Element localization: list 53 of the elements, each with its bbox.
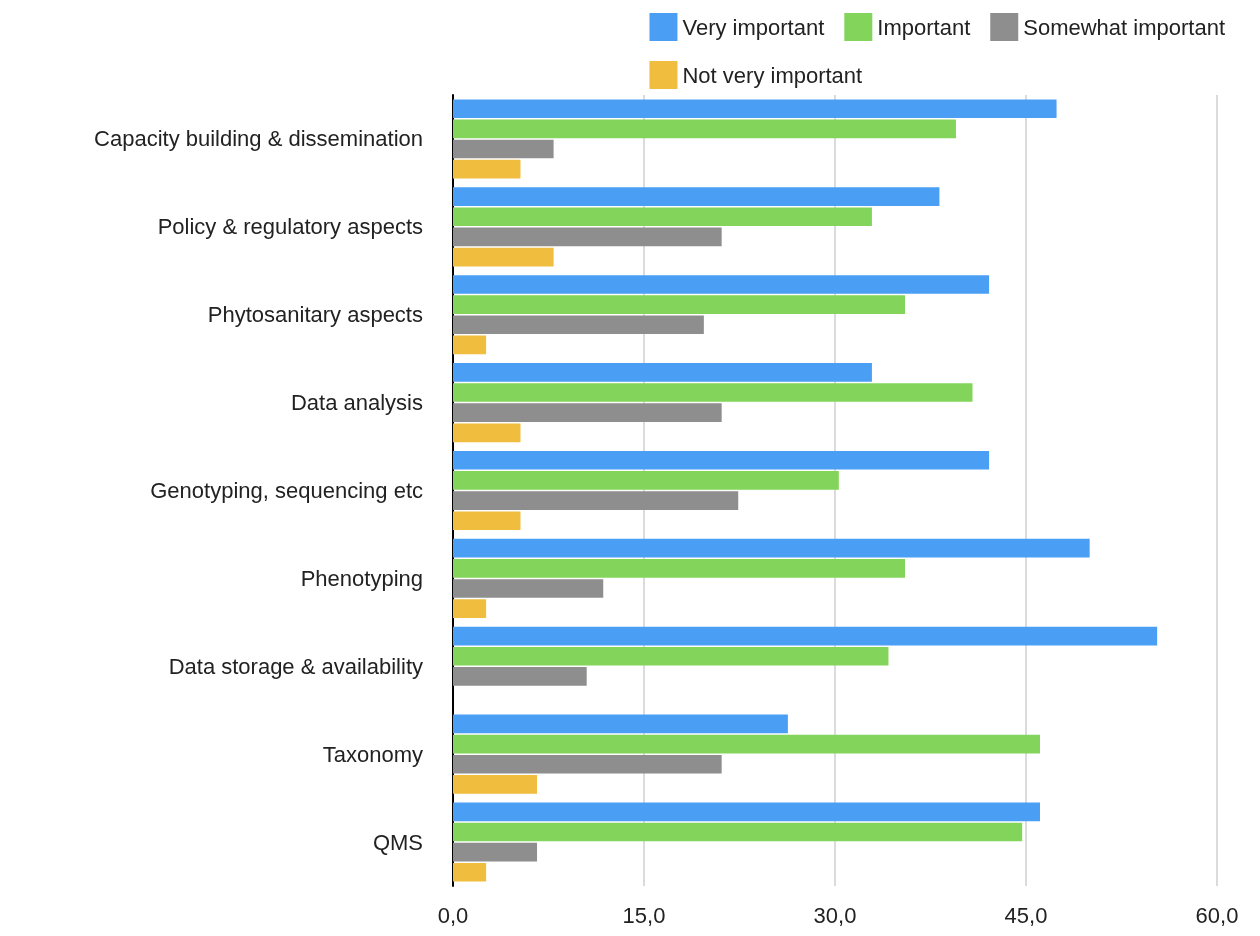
y-tick-label: Taxonomy bbox=[322, 741, 423, 767]
x-tick-label: 15,0 bbox=[622, 902, 666, 928]
bar bbox=[453, 626, 1158, 646]
y-tick-label: QMS bbox=[372, 829, 423, 855]
legend-label: Very important bbox=[682, 14, 825, 40]
bar bbox=[453, 403, 722, 423]
y-tick-label: Genotyping, sequencing etc bbox=[150, 478, 423, 503]
bar bbox=[453, 599, 487, 618]
bar bbox=[453, 775, 538, 794]
bar bbox=[453, 383, 973, 402]
x-tick-label: 0,0 bbox=[437, 902, 469, 928]
bar bbox=[453, 275, 990, 294]
bar bbox=[453, 558, 906, 578]
x-tick-label: 60,0 bbox=[1195, 902, 1239, 928]
bar bbox=[453, 207, 872, 227]
bar bbox=[453, 842, 538, 862]
legend-label: Not very important bbox=[682, 62, 863, 88]
y-tick-label: Data analysis bbox=[290, 390, 423, 416]
bar bbox=[453, 423, 521, 443]
bar bbox=[453, 315, 704, 335]
bar bbox=[453, 139, 554, 159]
bar bbox=[453, 754, 722, 774]
bar bbox=[453, 247, 554, 267]
bar bbox=[453, 99, 1057, 119]
bar bbox=[453, 579, 604, 598]
bar bbox=[453, 511, 521, 531]
bar bbox=[453, 802, 1041, 822]
x-tick-label: 30,0 bbox=[813, 902, 857, 928]
bar bbox=[453, 227, 722, 247]
bar bbox=[453, 335, 487, 355]
x-tick-label: 45,0 bbox=[1004, 902, 1048, 928]
bar bbox=[453, 187, 940, 206]
y-tick-label: Phytosanitary aspects bbox=[207, 302, 423, 328]
bar bbox=[453, 862, 487, 882]
bar bbox=[453, 471, 839, 490]
bar bbox=[453, 538, 1090, 558]
bar bbox=[453, 450, 990, 470]
y-tick-label: Policy & regulatory aspects bbox=[157, 214, 423, 240]
bar bbox=[453, 714, 788, 734]
bar bbox=[453, 363, 872, 382]
legend-label: Important bbox=[877, 14, 971, 40]
bar bbox=[453, 491, 739, 510]
legend-label: Somewhat important bbox=[1023, 14, 1226, 40]
bar bbox=[453, 734, 1041, 754]
y-tick-label: Phenotyping bbox=[300, 565, 423, 591]
y-tick-label: Data storage & availability bbox=[168, 653, 423, 679]
bar bbox=[453, 667, 587, 686]
bar bbox=[453, 119, 956, 139]
bar bbox=[453, 295, 906, 314]
bar bbox=[453, 159, 521, 179]
y-tick-label: Capacity building & dissemination bbox=[94, 126, 423, 152]
bar bbox=[453, 822, 1023, 842]
bar bbox=[453, 646, 889, 666]
